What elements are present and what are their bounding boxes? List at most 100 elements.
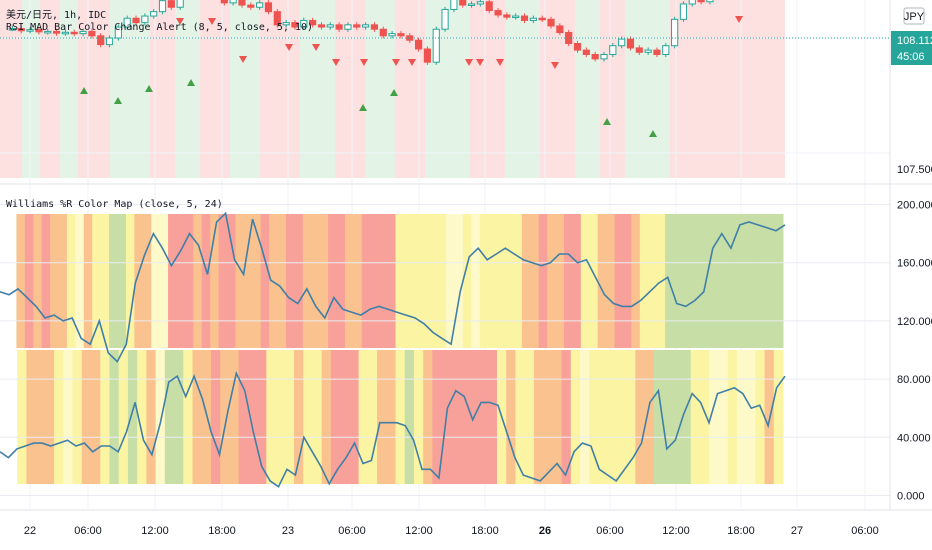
colormap-cell-upper (210, 214, 220, 348)
colormap-cell-upper (698, 214, 708, 348)
williams-tick-label: 80.000 (897, 374, 931, 386)
candle-up (8, 28, 17, 31)
colormap-cell-lower (423, 350, 433, 484)
colormap-cell-lower (349, 350, 360, 484)
price-bg-band (670, 0, 735, 178)
candle-down (538, 17, 546, 21)
colormap-cell-lower (543, 350, 553, 484)
price-bg-band (365, 0, 395, 178)
colormap-cell-upper (597, 214, 607, 348)
candle-up (61, 31, 69, 35)
colormap-cell-upper (269, 214, 279, 348)
candle-down (132, 17, 140, 24)
colormap-cell-lower (17, 350, 27, 484)
colormap-cell-upper (361, 214, 371, 348)
sell-alert-marker (735, 16, 743, 23)
time-tick-label: 12:00 (662, 525, 690, 537)
buy-alert-marker (390, 89, 398, 96)
candle-up (441, 8, 449, 30)
colormap-cell-lower (413, 350, 424, 484)
colormap-cell-lower (26, 350, 37, 484)
alert-markers (80, 16, 743, 137)
sell-alert-marker (239, 56, 247, 63)
colormap-cell-lower (690, 350, 701, 484)
colormap-cell-upper (176, 214, 186, 348)
colormap-cell-upper (429, 214, 439, 348)
candle-up (362, 24, 370, 28)
colormap-cell-upper (235, 214, 245, 348)
colormap-cell-lower (229, 350, 240, 484)
time-tick-label: 22 (24, 525, 36, 537)
colormap-cell-lower (284, 350, 295, 484)
colormap-cell-lower (127, 350, 138, 484)
colormap-cell-lower (367, 350, 378, 484)
sell-alert-marker (551, 62, 559, 69)
williams-tick-label: 120.000 (897, 316, 932, 328)
colormap-cell-upper (749, 214, 759, 348)
colormap-cell-upper (715, 214, 725, 348)
time-tick-label: 06:00 (851, 525, 879, 537)
candle-down (397, 33, 405, 37)
candle-up (123, 17, 131, 28)
buy-alert-marker (114, 97, 122, 104)
colormap-cell-upper (311, 214, 321, 348)
colormap-cell-lower (598, 350, 609, 484)
candle-down (17, 28, 25, 32)
candle-down (247, 4, 255, 8)
candle-down (494, 10, 502, 16)
price-bg-band (60, 0, 78, 178)
candle-up (141, 15, 149, 24)
colormap-cell-lower (626, 350, 636, 484)
candle-up (679, 3, 688, 20)
colormap-cell-lower (174, 350, 184, 484)
time-axis[interactable]: 22 06:00 12:00 18:00 23 06:00 12:00 18:00 26 06:0… (24, 525, 879, 537)
colormap-cell-upper (100, 214, 110, 348)
colormap-cell-upper (740, 214, 750, 348)
colormap-cell-lower (257, 350, 267, 484)
buy-alert-marker (145, 85, 153, 92)
colormap-cell-upper (50, 214, 60, 348)
colormap-cell-upper (184, 214, 194, 348)
colormap-cell-lower (644, 350, 655, 484)
candle-down (503, 14, 511, 18)
colormap-cell-lower (570, 350, 581, 484)
candle-up (618, 38, 626, 47)
price-axis[interactable]: 107.500 200.000 160.000 120.000 80.000 40.000… (897, 164, 932, 502)
colormap-cell-upper (538, 214, 548, 348)
colormap-cell-upper (92, 214, 102, 348)
sell-alert-marker (360, 59, 368, 66)
buy-alert-marker (649, 130, 657, 137)
colormap-cell-upper (471, 214, 481, 348)
sell-alert-marker (312, 44, 320, 51)
candle-down (88, 30, 96, 37)
colormap-cell-upper (446, 214, 455, 348)
colormap-cell-upper (328, 214, 338, 348)
sell-alert-marker (408, 59, 416, 66)
price-pane-background (0, 0, 785, 178)
price-bg-band (150, 0, 175, 178)
price-bg-band (260, 0, 300, 178)
time-tick-label: 26 (539, 525, 551, 537)
candle-down (317, 24, 326, 28)
candle-up (512, 15, 520, 19)
williams-line-upper (0, 211, 786, 363)
colormap-cell-upper (159, 214, 169, 348)
colormap-cell-upper (24, 214, 34, 348)
williams-line-lower (0, 370, 786, 488)
candle-down (582, 49, 590, 55)
colormap-cell-upper (227, 214, 236, 348)
colormap-cell-upper (134, 214, 144, 348)
colormap-cell-lower (395, 350, 406, 484)
colormap-cell-upper (168, 214, 177, 348)
candle-up (600, 53, 608, 60)
time-tick-label: 12:00 (405, 525, 433, 537)
colormap-cell-lower (63, 350, 74, 484)
colormap-cell-upper (125, 214, 135, 348)
price-bg-band (175, 0, 200, 178)
candle-down (653, 49, 661, 55)
currency-badge[interactable] (903, 7, 925, 25)
colormap-cell-lower (340, 350, 350, 484)
candle-up (176, 0, 184, 8)
colormap-cell-lower (672, 350, 683, 484)
